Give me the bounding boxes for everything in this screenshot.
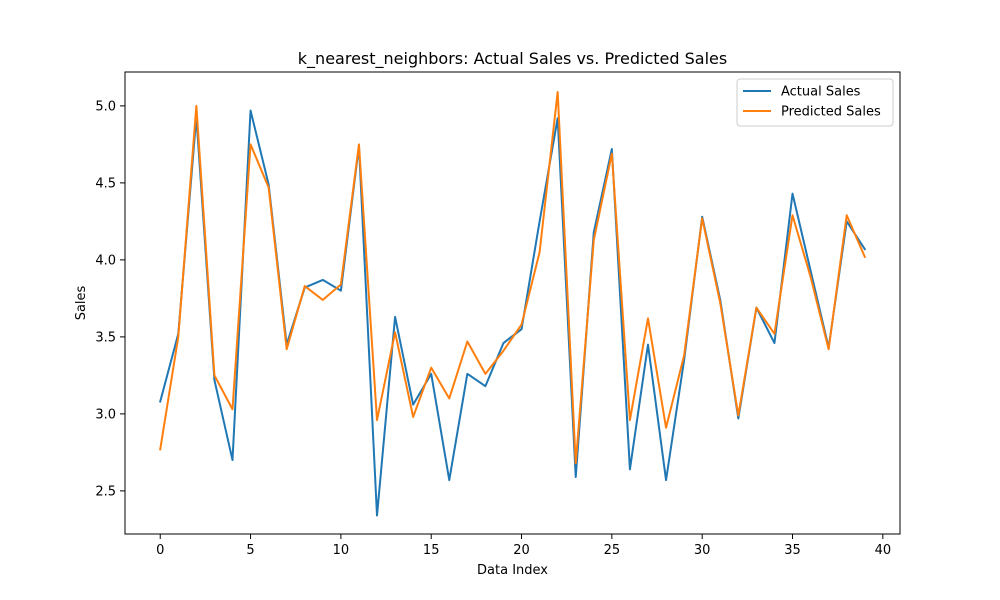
y-tick-label: 3.5 xyxy=(95,330,116,345)
legend-label-2: Predicted Sales xyxy=(781,105,881,120)
series-line-2 xyxy=(159,91,867,465)
plot-area: 0 5 10 15 20 25 30 35 40 2.5 3.0 3.5 4.0 4.5 5.0 xyxy=(95,71,901,558)
y-tick-label: 3.0 xyxy=(95,407,116,422)
chart-title: k_nearest_neighbors: Actual Sales vs. Pr… xyxy=(298,49,727,69)
x-tick-label: 40 xyxy=(875,543,892,558)
x-tick-label: 15 xyxy=(423,543,440,558)
axes-frame xyxy=(124,71,901,535)
legend: Actual Sales Predicted Sales xyxy=(736,78,894,127)
y-axis-title: Sales xyxy=(74,285,89,320)
x-axis-title: Data Index xyxy=(477,563,548,578)
y-tick-label: 2.5 xyxy=(95,484,116,499)
x-tick-label: 20 xyxy=(513,543,530,558)
x-tick-label: 25 xyxy=(604,543,621,558)
x-tick-label: 0 xyxy=(156,543,164,558)
legend-box xyxy=(736,78,894,127)
y-tick-label: 4.0 xyxy=(95,253,116,268)
x-tick-label: 5 xyxy=(246,543,254,558)
y-tick-label: 5.0 xyxy=(95,99,116,114)
x-tick-label: 35 xyxy=(784,543,801,558)
x-tick-label: 10 xyxy=(333,543,350,558)
legend-label-1: Actual Sales xyxy=(781,85,861,100)
x-tick-label: 30 xyxy=(694,543,711,558)
y-tick-label: 4.5 xyxy=(95,176,116,191)
